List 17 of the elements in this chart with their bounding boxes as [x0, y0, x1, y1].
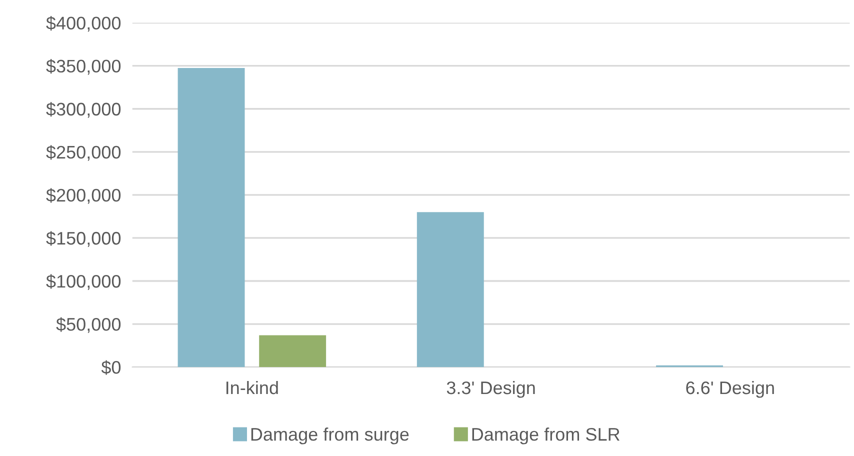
y-tick-label: $100,000	[46, 274, 121, 290]
legend-label: Damage from SLR	[472, 428, 620, 444]
y-tick-label: $350,000	[46, 59, 121, 75]
bar	[259, 335, 326, 368]
y-tick-label: $250,000	[46, 145, 121, 161]
bar	[416, 212, 484, 368]
y-tick-label: $200,000	[46, 188, 121, 204]
y-tick-label: $300,000	[46, 102, 121, 118]
legend-label: Damage from surge	[251, 428, 409, 444]
y-tick-label: $150,000	[46, 231, 121, 247]
y-tick-label: $50,000	[56, 317, 121, 333]
bar	[178, 68, 245, 368]
y-tick-label: $400,000	[46, 16, 121, 32]
y-tick-label: $0	[101, 360, 121, 375]
x-tick-label: 6.6' Design	[686, 380, 774, 398]
x-tick-label: 3.3' Design	[446, 380, 535, 398]
x-tick-label: In-kind	[226, 380, 278, 394]
